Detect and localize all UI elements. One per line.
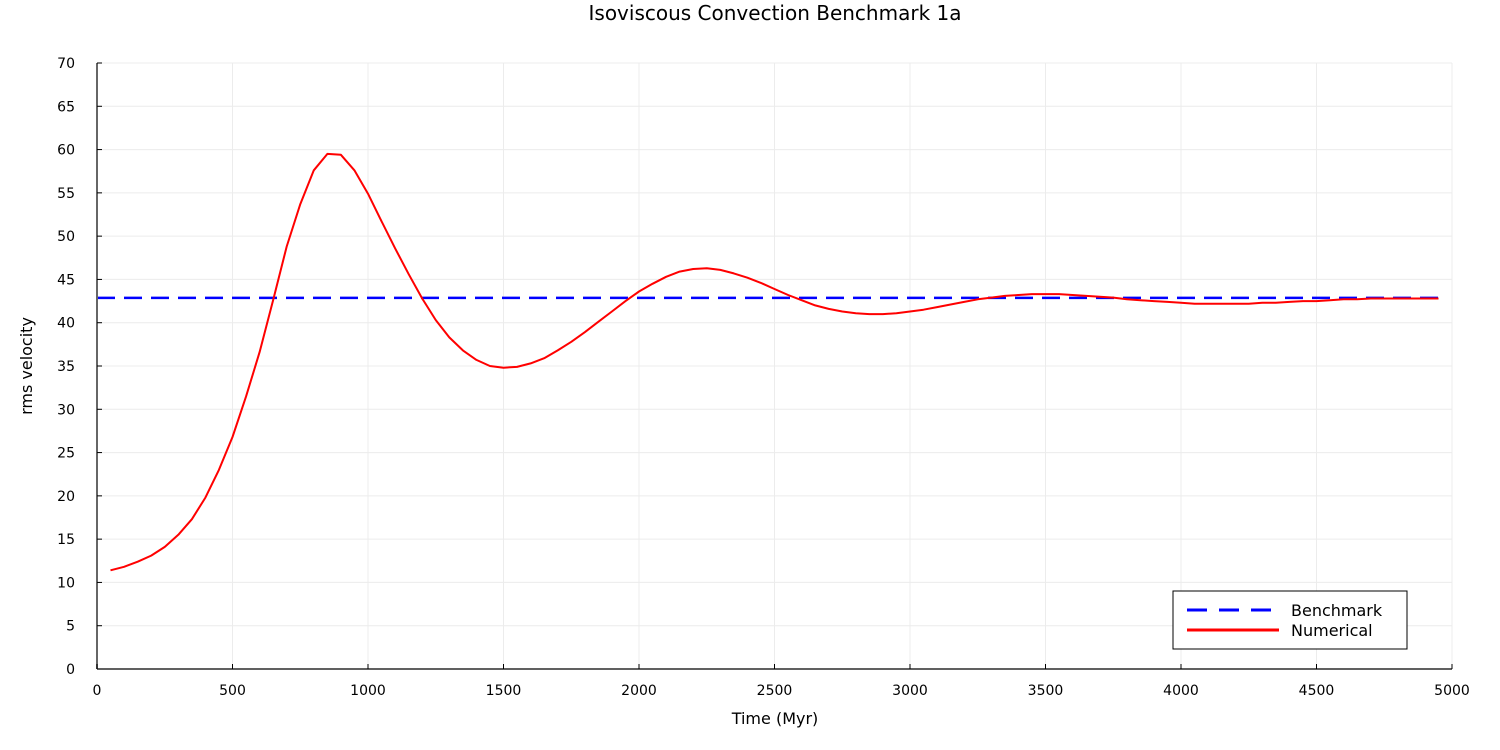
y-tick-label: 55	[57, 186, 75, 202]
y-tick-label: 30	[57, 402, 75, 418]
series-numerical-line	[110, 152, 1439, 572]
x-tick-label: 5000	[1434, 683, 1470, 699]
plot-area	[97, 152, 1439, 572]
legend-box	[1172, 590, 1408, 650]
y-tick-label: 0	[66, 662, 75, 678]
legend-benchmark-label: Benchmark	[1291, 601, 1383, 620]
x-tick-label: 2500	[757, 683, 793, 699]
grid-lines	[96, 62, 1453, 670]
y-axis-ticks: 0 5 10 15 20 25 30 35 40 45 50 55 60 65 70	[57, 56, 102, 678]
x-tick-label: 1000	[350, 683, 386, 699]
y-tick-label: 25	[57, 446, 75, 462]
y-tick-label: 70	[57, 56, 75, 72]
y-tick-label: 65	[57, 99, 75, 115]
x-tick-label: 4500	[1299, 683, 1335, 699]
y-tick-label: 20	[57, 489, 75, 505]
x-tick-label: 1500	[486, 683, 522, 699]
x-tick-label: 4000	[1163, 683, 1199, 699]
x-tick-label: 500	[219, 683, 246, 699]
y-tick-label: 40	[57, 316, 75, 332]
x-tick-label: 2000	[621, 683, 657, 699]
y-tick-label: 15	[57, 532, 75, 548]
x-tick-label: 0	[93, 683, 102, 699]
y-axis-label: rms velocity	[17, 317, 36, 415]
y-tick-label: 5	[66, 619, 75, 635]
x-axis-label: Time (Myr)	[731, 709, 819, 728]
y-tick-label: 60	[57, 143, 75, 159]
legend: Benchmark Numerical	[1172, 590, 1408, 650]
x-axis-ticks: 0 500 1000 1500 2000 2500 3000 3500 4000 4500 5000	[93, 664, 1470, 699]
chart-title: Isoviscous Convection Benchmark 1a	[589, 1, 962, 25]
y-tick-label: 35	[57, 359, 75, 375]
x-tick-label: 3500	[1028, 683, 1064, 699]
y-tick-label: 50	[57, 229, 75, 245]
y-tick-label: 10	[57, 575, 75, 591]
x-tick-label: 3000	[892, 683, 928, 699]
legend-numerical-label: Numerical	[1291, 621, 1373, 640]
y-tick-label: 45	[57, 272, 75, 288]
